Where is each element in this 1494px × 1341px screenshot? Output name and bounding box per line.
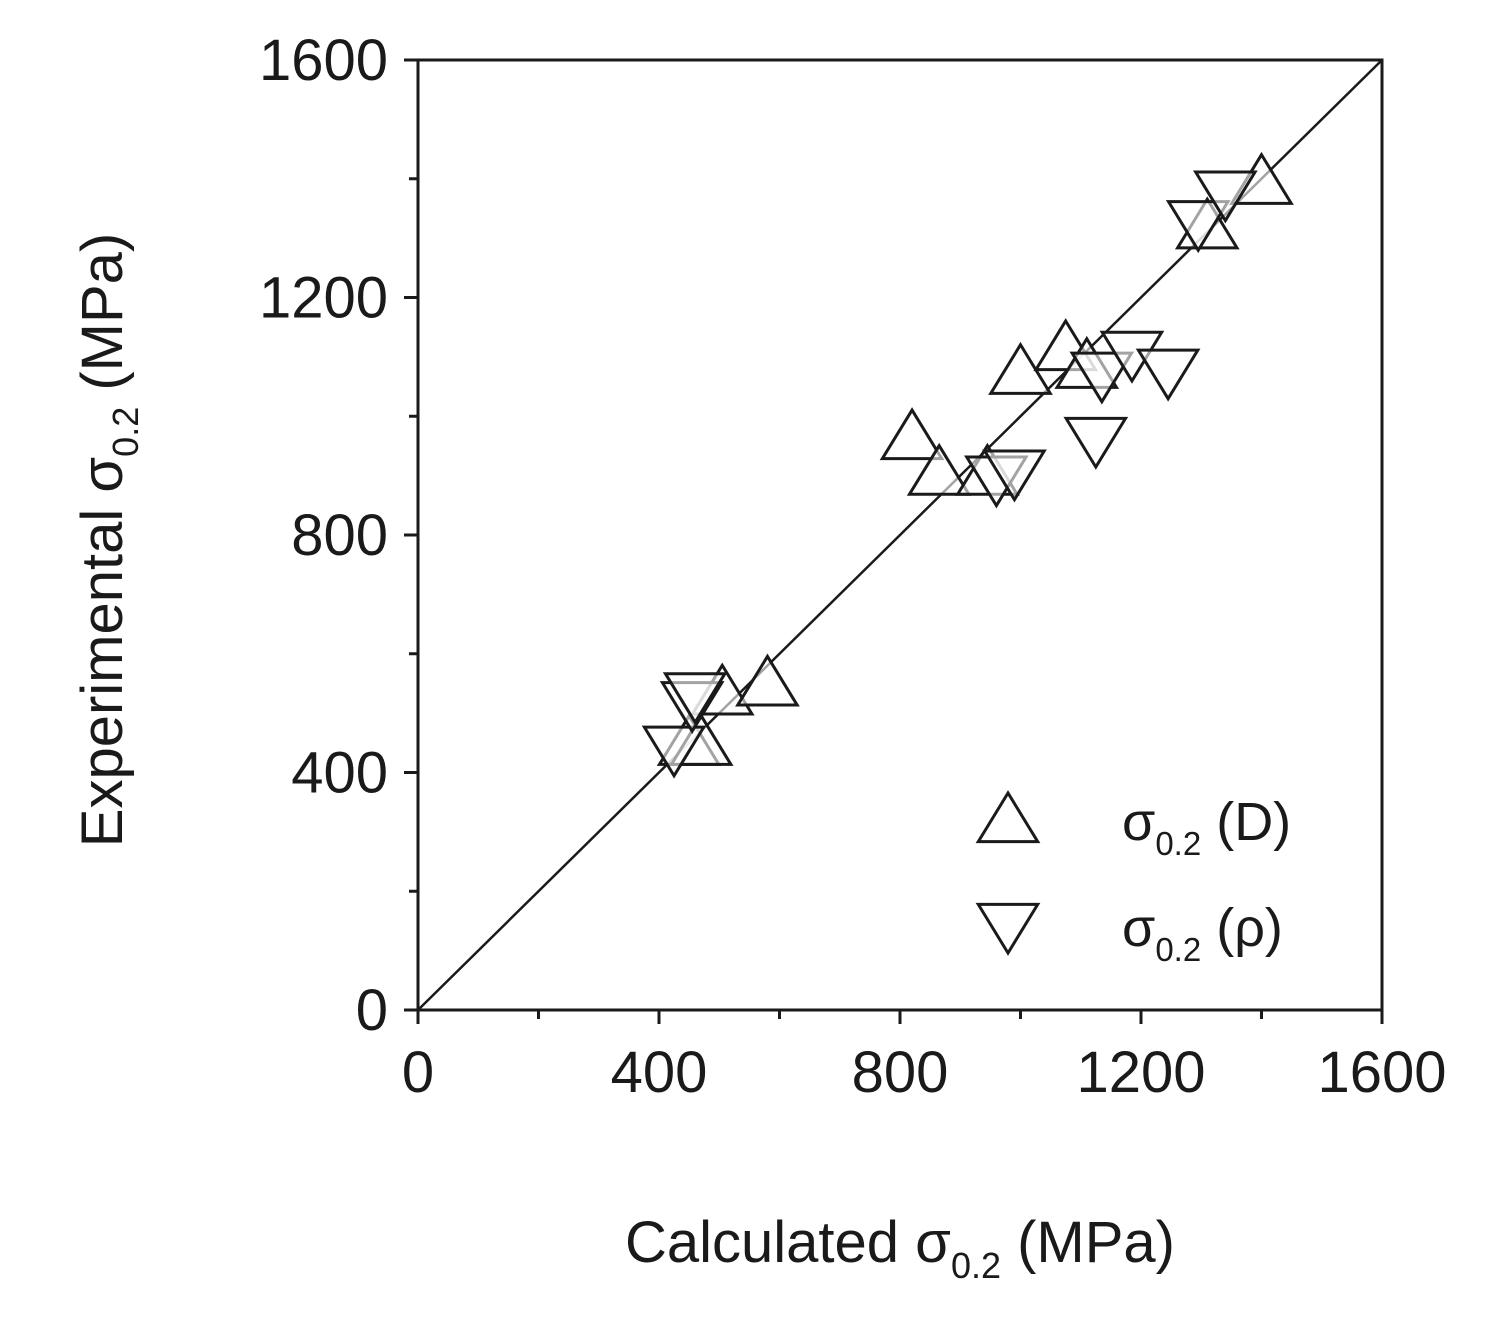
triangle-down-point — [1069, 351, 1135, 405]
triangle-down-point — [1063, 416, 1129, 470]
triangle-down-point — [662, 672, 728, 726]
triangle-up-point — [879, 407, 945, 461]
triangle-down-point — [1165, 200, 1231, 254]
y-tick-label: 0 — [356, 978, 388, 1043]
reference-line-layer — [417, 59, 1383, 1011]
y-tick-label: 400 — [291, 741, 388, 806]
series-rho-points — [641, 170, 1258, 779]
x-tick-label: 800 — [852, 1040, 949, 1105]
y-tick-label: 1200 — [259, 266, 388, 331]
y-axis-label: Experimental σ0.2 (MPa) — [70, 233, 146, 847]
data-points-layer — [641, 151, 1294, 779]
legend: σ0.2 (D) σ0.2 (ρ) — [975, 790, 1291, 968]
x-axis-label: Calculated σ0.2 (MPa) — [625, 1210, 1175, 1286]
y-tick-label: 1600 — [259, 28, 388, 93]
reference-line-y-equals-x — [417, 59, 1383, 1011]
x-tick-label: 1200 — [1076, 1040, 1205, 1105]
legend-label: σ0.2 (ρ) — [1122, 898, 1283, 968]
y-tick-label: 800 — [291, 503, 388, 568]
triangle-down-point — [1135, 348, 1201, 402]
triangle-up-point — [906, 442, 972, 496]
legend-item-rho: σ0.2 (ρ) — [975, 898, 1283, 968]
triangle-up-point — [735, 653, 800, 707]
x-tick-label: 0 — [402, 1040, 434, 1105]
triangle-down-point — [641, 725, 707, 779]
legend-item-d: σ0.2 (D) — [975, 790, 1291, 862]
tick-labels-layer: 0 400 800 1200 1600 0 400 800 1200 1600 — [259, 28, 1447, 1105]
x-tick-label: 400 — [611, 1040, 708, 1105]
triangle-down-point — [982, 449, 1047, 503]
legend-triangle-down-icon — [975, 902, 1041, 956]
triangle-down-point — [1192, 170, 1258, 224]
legend-triangle-up-icon — [975, 790, 1041, 844]
x-tick-label: 1600 — [1317, 1040, 1446, 1105]
axis-labels-layer: Calculated σ0.2 (MPa) Experimental σ0.2 (… — [70, 233, 1175, 1286]
axis-ticks-layer — [404, 58, 1384, 1024]
legend-label: σ0.2 (D) — [1122, 792, 1291, 862]
